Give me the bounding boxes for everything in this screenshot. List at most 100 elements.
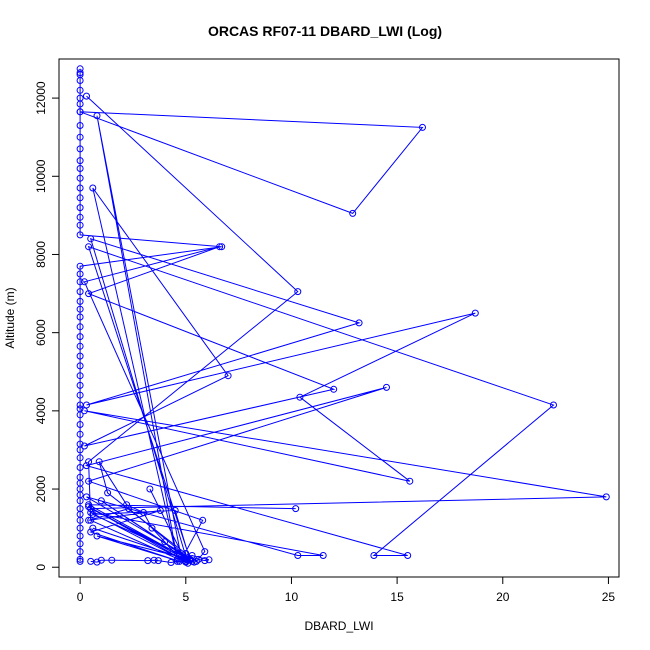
data-point: [76, 184, 84, 192]
data-point: [406, 477, 414, 485]
data-point: [108, 556, 116, 564]
data-point: [319, 552, 327, 559]
data-point: [148, 524, 156, 532]
data-point: [76, 372, 84, 380]
data-point: [173, 557, 181, 565]
x-tick-label: 25: [602, 590, 616, 604]
data-point: [80, 442, 88, 450]
data-point: [76, 391, 84, 399]
data-point: [154, 557, 162, 565]
data-point: [76, 532, 84, 540]
data-point: [89, 184, 97, 192]
data-point: [76, 204, 84, 212]
data-point: [76, 421, 84, 428]
data-point: [76, 305, 84, 313]
data-point: [83, 462, 90, 470]
data-point: [76, 270, 84, 278]
data-point: [93, 532, 101, 540]
data-point: [161, 538, 169, 546]
data-point: [201, 557, 209, 565]
data-point: [93, 558, 101, 566]
data-point: [95, 458, 103, 466]
data-point: [76, 333, 84, 341]
x-tick-label: 15: [390, 590, 404, 604]
data-point: [76, 278, 84, 286]
y-tick-label: 6000: [34, 319, 48, 346]
data-point: [292, 505, 300, 513]
data-point: [76, 262, 84, 270]
data-point: [169, 548, 177, 556]
data-point: [76, 194, 84, 202]
data-point: [76, 108, 84, 116]
data-point: [182, 558, 190, 566]
data-point: [80, 407, 88, 415]
data-point: [76, 133, 84, 141]
data-point: [602, 493, 610, 501]
data-point: [104, 489, 112, 497]
data-point: [76, 213, 84, 221]
x-tick-label: 5: [182, 590, 189, 604]
data-point: [85, 503, 93, 511]
data-point: [83, 493, 90, 501]
data-point: [80, 278, 88, 286]
data-point: [156, 507, 164, 514]
data-point: [419, 123, 426, 131]
data-point: [97, 497, 105, 505]
data-point: [294, 288, 302, 296]
data-point: [85, 243, 93, 251]
data-point: [76, 100, 84, 108]
y-axis: 0 2000 4000 6000 8000 10000 12000: [34, 81, 60, 571]
data-point: [85, 458, 93, 466]
data-point: [76, 157, 84, 165]
data-point: [85, 516, 93, 524]
data-point: [87, 528, 95, 536]
x-tick-label: 20: [496, 590, 510, 604]
x-axis-label: DBARD_LWI: [304, 619, 373, 633]
data-point: [199, 516, 207, 524]
data-point: [370, 552, 378, 559]
data-point: [83, 92, 90, 100]
data-point: [355, 319, 363, 327]
data-point: [224, 372, 232, 380]
data-point: [383, 383, 390, 391]
data-point: [404, 552, 412, 559]
y-tick-label: 2000: [34, 475, 48, 502]
series-1: [76, 65, 426, 565]
data-point: [76, 446, 84, 454]
data-point: [76, 165, 84, 172]
series-3: [87, 458, 213, 566]
data-point: [205, 556, 213, 564]
data-point: [87, 509, 95, 516]
data-point: [123, 501, 131, 509]
data-point: [97, 556, 105, 564]
data-point: [85, 290, 93, 298]
y-tick-label: 8000: [34, 241, 48, 268]
data-point: [87, 505, 95, 513]
data-point: [146, 485, 154, 493]
data-point: [171, 507, 179, 514]
data-point: [85, 477, 93, 485]
data-point: [76, 86, 84, 94]
data-point: [294, 552, 302, 559]
y-tick-label: 10000: [34, 159, 48, 193]
x-tick-label: 0: [77, 590, 84, 604]
data-point: [76, 221, 84, 229]
y-tick-label: 0: [34, 564, 48, 571]
data-point: [150, 556, 158, 564]
data-point: [76, 516, 84, 524]
data-point: [76, 524, 84, 532]
data-point: [76, 548, 84, 556]
data-point: [195, 555, 202, 563]
data-point: [76, 430, 84, 438]
data-point: [89, 510, 97, 518]
data-point: [76, 313, 84, 321]
data-point: [349, 209, 357, 217]
data-point: [76, 69, 84, 77]
data-point: [76, 557, 84, 565]
data-point: [216, 243, 224, 251]
data-point: [76, 411, 84, 419]
data-point: [93, 112, 101, 120]
data-point: [76, 555, 84, 563]
data-point: [76, 288, 84, 296]
chart-title: ORCAS RF07-11 DBARD_LWI (Log): [208, 23, 442, 39]
